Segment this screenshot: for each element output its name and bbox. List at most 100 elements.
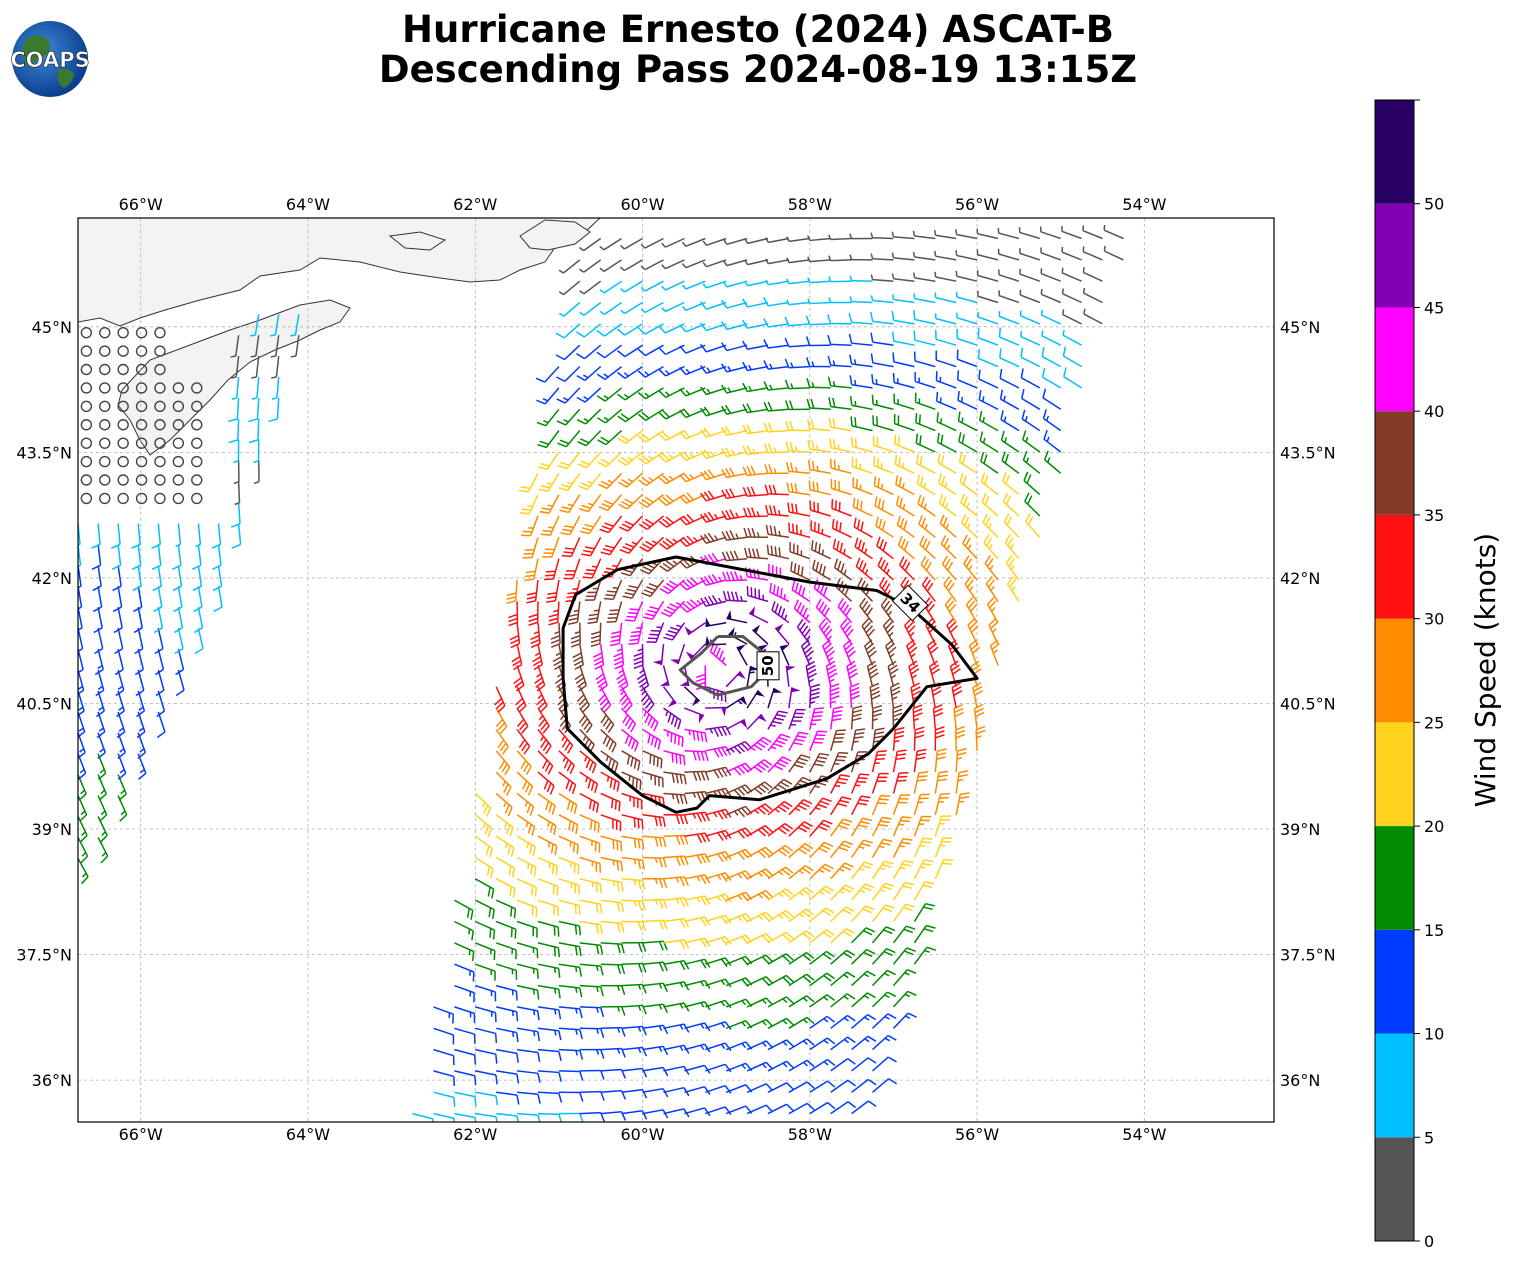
lat-tick-label: 43.5°N	[16, 443, 72, 462]
wind-barb	[618, 472, 643, 488]
wind-barb	[600, 878, 624, 892]
wind-barb	[637, 408, 664, 422]
lat-tick-label: 40.5°N	[1280, 694, 1336, 713]
wind-barb	[454, 942, 475, 961]
wind-barb	[78, 669, 85, 697]
wind-barb	[705, 893, 732, 904]
wind-barb	[774, 623, 790, 645]
wind-barb	[550, 622, 561, 648]
colorbar-tick-label: 25	[1424, 713, 1444, 732]
wind-barb	[96, 690, 105, 718]
wind-barb	[151, 544, 162, 570]
wind-barb	[596, 323, 623, 337]
wind-barb	[516, 835, 536, 857]
wind-barb	[290, 314, 300, 337]
lat-tick-label: 42°N	[32, 569, 72, 588]
wind-barb	[746, 736, 772, 752]
wind-barb	[619, 259, 643, 272]
wind-barb	[597, 430, 623, 446]
wind-barb	[112, 565, 122, 592]
lon-tick-label: 62°W	[453, 1125, 497, 1144]
colorbar-tick-label: 35	[1424, 506, 1444, 525]
wind-barb	[705, 1042, 732, 1052]
wind-barb	[233, 460, 240, 485]
wind-barb	[495, 750, 511, 776]
wind-barb	[812, 559, 832, 581]
wind-barb	[132, 565, 142, 592]
wind-barb	[767, 756, 792, 773]
calm-circle	[80, 474, 93, 486]
colorbar-tick-label: 15	[1424, 921, 1444, 940]
wind-barb	[810, 540, 832, 560]
wind-barb	[576, 408, 602, 425]
wind-barb	[998, 290, 1020, 304]
wind-barb	[1043, 430, 1062, 453]
wind-barb	[621, 750, 641, 771]
wind-barb	[637, 323, 664, 335]
wind-barb	[454, 1070, 477, 1086]
lon-tick-label: 66°W	[119, 195, 163, 214]
wind-barb	[684, 1107, 711, 1117]
calm-circle	[191, 419, 203, 431]
wind-barb	[764, 484, 789, 496]
lat-tick-label: 42°N	[1280, 569, 1320, 588]
wind-barb	[859, 597, 874, 624]
wind-barb	[600, 728, 617, 753]
wind-barb	[230, 335, 240, 358]
wind-barb	[807, 460, 831, 475]
wind-barb	[767, 1082, 795, 1093]
wind-barb	[496, 984, 518, 1001]
wind-barb	[830, 796, 852, 816]
wind-barb	[721, 509, 748, 521]
wind-barb	[788, 708, 806, 730]
wind-barb	[988, 618, 999, 645]
wind-barb	[870, 295, 894, 304]
wind-barb	[787, 502, 810, 517]
wind-barb	[748, 606, 769, 624]
wind-barb	[788, 908, 815, 923]
wind-barb	[871, 969, 896, 987]
wind-barb	[891, 273, 915, 282]
wind-barb	[193, 586, 203, 613]
wind-barb	[743, 527, 769, 539]
wind-barb	[786, 278, 810, 285]
wind-barb	[827, 314, 852, 325]
wind-barb	[788, 995, 815, 1008]
wind-barb	[830, 478, 852, 496]
wind-barb	[851, 861, 874, 880]
wind-barb	[590, 622, 602, 648]
calm-circle	[154, 437, 166, 449]
wind-barb	[892, 859, 914, 880]
wind-barb	[849, 296, 873, 304]
wind-barb	[1041, 367, 1062, 389]
wind-barb	[78, 607, 83, 634]
wind-barb	[892, 749, 907, 773]
wind-barb	[579, 301, 602, 316]
wind-barb	[938, 494, 957, 517]
wind-barb	[805, 660, 818, 687]
wind-barb	[496, 1091, 520, 1105]
wind-barb	[268, 397, 280, 423]
wind-barb	[621, 707, 637, 733]
wind-barb	[1063, 367, 1082, 389]
wind-barb	[699, 322, 727, 332]
wind-barb	[830, 884, 855, 901]
wind-barb	[894, 454, 915, 474]
colorbar-frame	[1374, 99, 1415, 1242]
wind-barb	[977, 328, 999, 346]
wind-barb	[979, 431, 999, 453]
wind-barb	[705, 1021, 732, 1030]
wind-barb	[1062, 309, 1082, 325]
wind-barb	[872, 1056, 897, 1072]
wind-barb	[908, 660, 920, 687]
wind-barb	[1020, 368, 1041, 389]
wind-barb	[526, 579, 539, 604]
wind-barb	[891, 310, 915, 325]
wind-barb	[620, 280, 643, 293]
wind-barb	[1023, 471, 1041, 496]
wind-barb	[850, 705, 863, 730]
wind-barb	[964, 576, 978, 602]
wind-barb	[516, 984, 540, 1000]
wind-barb	[830, 1036, 856, 1051]
wind-barb	[891, 331, 915, 346]
